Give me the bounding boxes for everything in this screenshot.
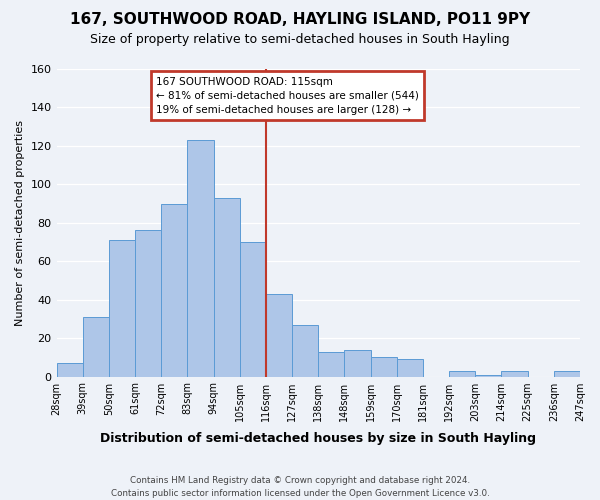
Bar [554,371,580,376]
Bar [371,358,397,376]
Text: Contains HM Land Registry data © Crown copyright and database right 2024.
Contai: Contains HM Land Registry data © Crown c… [110,476,490,498]
Bar [344,350,371,376]
Bar [56,363,83,376]
Bar [292,324,318,376]
Text: 167, SOUTHWOOD ROAD, HAYLING ISLAND, PO11 9PY: 167, SOUTHWOOD ROAD, HAYLING ISLAND, PO1… [70,12,530,28]
Bar [475,374,502,376]
X-axis label: Distribution of semi-detached houses by size in South Hayling: Distribution of semi-detached houses by … [100,432,536,445]
Bar [187,140,214,376]
Bar [214,198,240,376]
Bar [240,242,266,376]
Bar [135,230,161,376]
Bar [318,352,344,376]
Y-axis label: Number of semi-detached properties: Number of semi-detached properties [15,120,25,326]
Bar [161,204,187,376]
Bar [109,240,135,376]
Bar [449,371,475,376]
Text: Size of property relative to semi-detached houses in South Hayling: Size of property relative to semi-detach… [90,32,510,46]
Text: 167 SOUTHWOOD ROAD: 115sqm
← 81% of semi-detached houses are smaller (544)
19% o: 167 SOUTHWOOD ROAD: 115sqm ← 81% of semi… [156,76,419,114]
Bar [83,317,109,376]
Bar [397,359,423,376]
Bar [502,371,527,376]
Bar [266,294,292,376]
